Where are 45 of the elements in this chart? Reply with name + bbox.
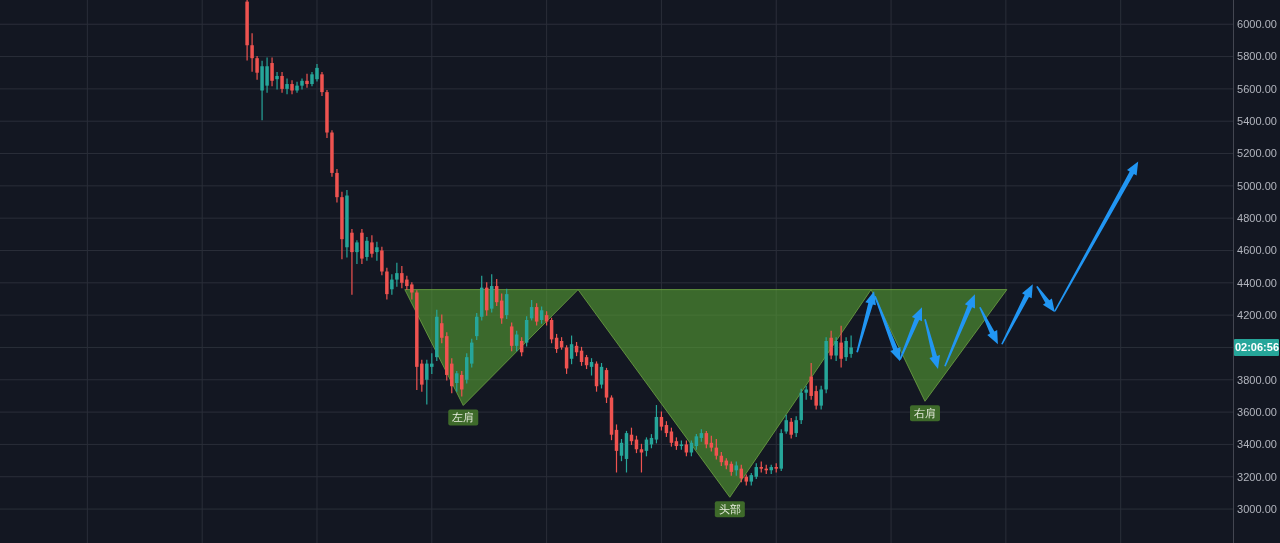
y-tick-label: 5000.00 [1237, 179, 1277, 192]
y-tick-label: 4800.00 [1237, 212, 1277, 225]
candlestick [834, 337, 838, 361]
y-tick-label: 5200.00 [1237, 147, 1277, 160]
candlestick [375, 241, 379, 261]
candlestick [305, 73, 309, 88]
candlestick [285, 78, 289, 95]
candlestick [275, 72, 279, 90]
candlestick [320, 72, 324, 96]
candlestick [270, 57, 274, 87]
annotation: 右肩 [914, 407, 936, 420]
candlestick [250, 33, 254, 72]
y-tick-label: 4400.00 [1237, 276, 1277, 289]
y-tick-label: 3200.00 [1237, 470, 1277, 483]
candlestick [295, 81, 299, 93]
candlestick [829, 330, 833, 360]
candlestick [355, 240, 359, 265]
candlestick [255, 55, 259, 80]
candlestick [794, 416, 798, 437]
y-tick-label: 3600.00 [1237, 405, 1277, 418]
candlestick [380, 246, 384, 276]
candlestick [639, 443, 644, 473]
candlestick [390, 274, 394, 295]
y-tick-label: 3000.00 [1237, 502, 1277, 515]
y-tick-label: 6000.00 [1237, 18, 1277, 31]
candlestick [385, 267, 389, 300]
y-tick-label: 5800.00 [1237, 50, 1277, 63]
candlestick [300, 78, 304, 90]
y-tick-label: 5400.00 [1237, 115, 1277, 128]
candlestick [455, 371, 459, 392]
candlestick [350, 228, 354, 295]
y-tick-label: 3400.00 [1237, 438, 1277, 451]
y-tick-label: 4200.00 [1237, 308, 1277, 321]
candlestick [789, 417, 793, 439]
annotation: 头部 [718, 503, 741, 516]
candlestick [365, 236, 369, 261]
candlestick [819, 385, 823, 410]
y-tick-label: 5600.00 [1237, 82, 1277, 95]
y-tick-label: 4600.00 [1237, 244, 1277, 257]
candlestick [370, 235, 374, 258]
candlestick [280, 72, 284, 93]
candlestick [839, 325, 843, 368]
annotation: 左肩 [452, 411, 475, 424]
y-tick-label: 3800.00 [1237, 373, 1277, 386]
candlestick [395, 262, 399, 287]
